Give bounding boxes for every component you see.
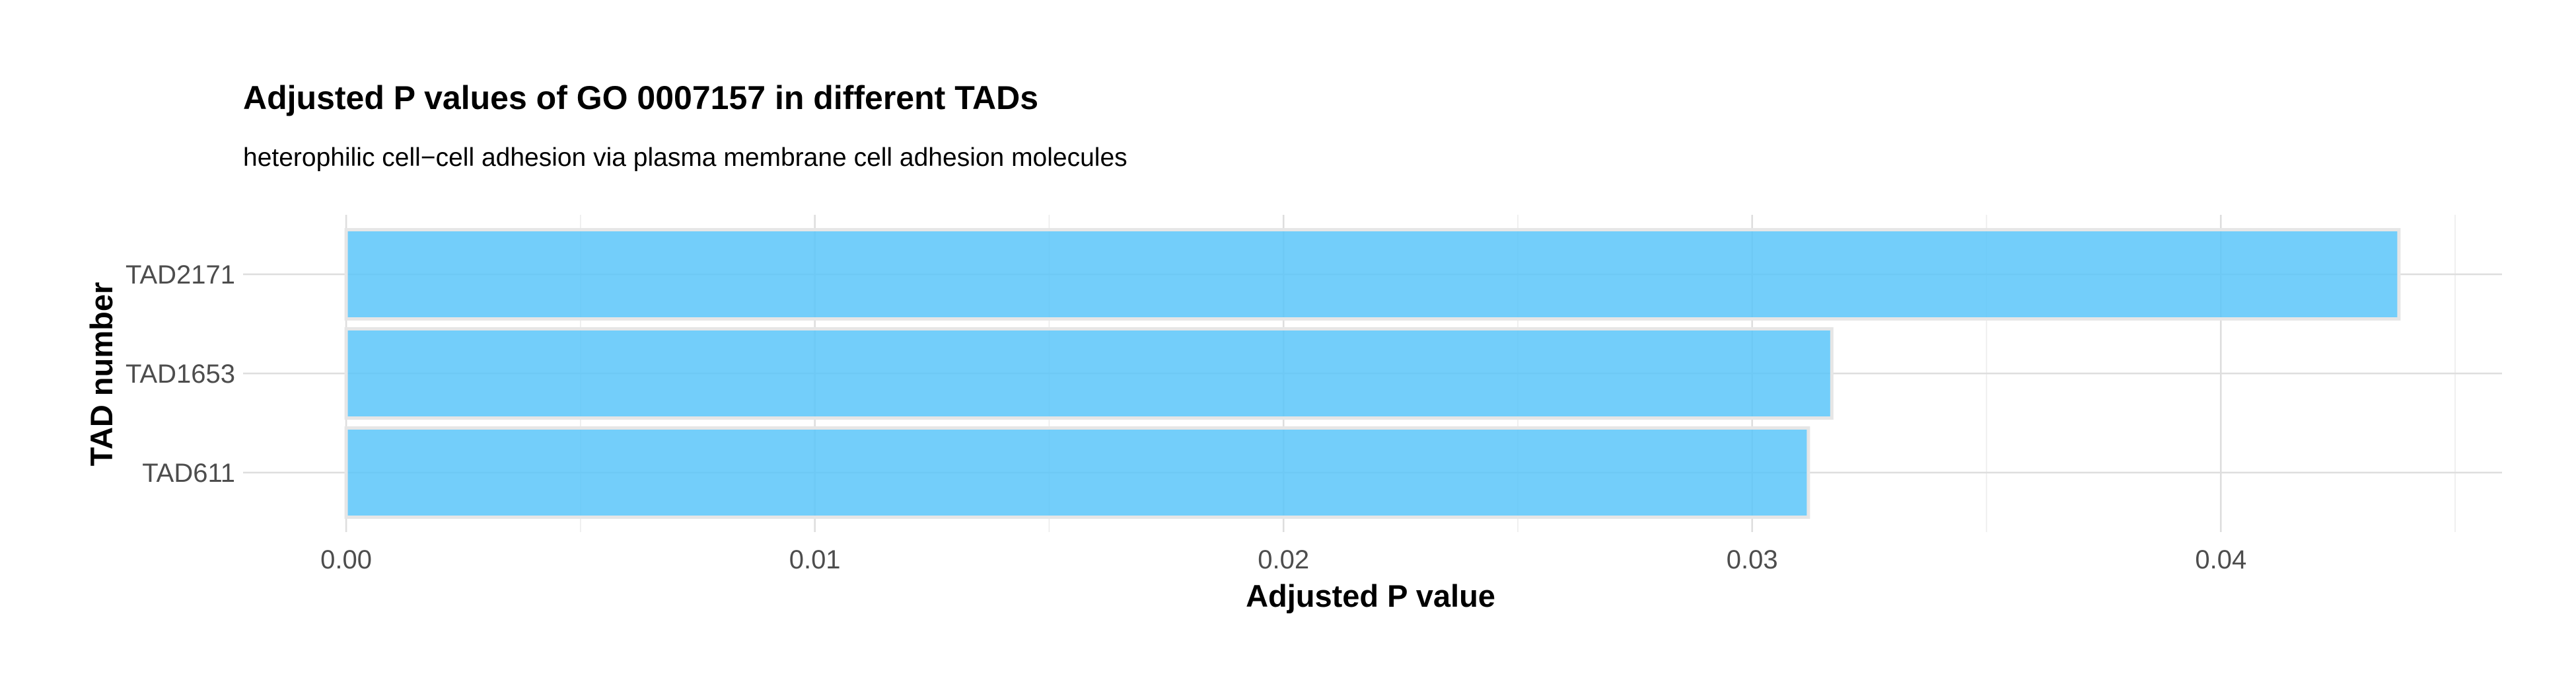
x-tick-label: 0.02 xyxy=(1258,545,1309,574)
bar-tad2171 xyxy=(344,228,2401,321)
chart-subtitle: heterophilic cell−cell adhesion via plas… xyxy=(243,143,1127,172)
x-tick-label: 0.04 xyxy=(2195,545,2246,574)
x-tick-label: 0.03 xyxy=(1727,545,1778,574)
x-tick-label: 0.01 xyxy=(789,545,841,574)
y-axis-ticks: TAD2171 TAD1653 TAD611 xyxy=(125,260,235,488)
y-tick-label: TAD1653 xyxy=(125,360,235,389)
bar-tad611 xyxy=(344,426,1810,519)
bar-tad1653 xyxy=(344,327,1834,420)
bars xyxy=(344,228,2401,519)
y-tick-label: TAD611 xyxy=(142,459,235,488)
y-tick-label: TAD2171 xyxy=(125,260,235,289)
x-axis-title: Adjusted P value xyxy=(1246,578,1495,613)
y-axis-title: TAD number xyxy=(84,282,119,467)
chart-title: Adjusted P values of GO 0007157 in diffe… xyxy=(243,79,1038,116)
x-axis-ticks: 0.00 0.01 0.02 0.03 0.04 xyxy=(320,545,2246,574)
x-tick-label: 0.00 xyxy=(320,545,372,574)
